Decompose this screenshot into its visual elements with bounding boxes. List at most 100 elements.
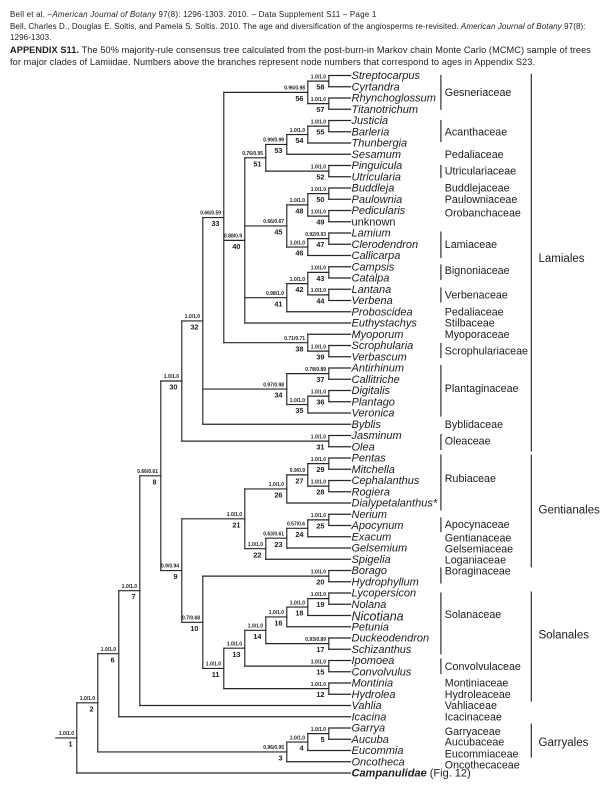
svg-text:1.0/1.0: 1.0/1.0 [311, 344, 327, 350]
svg-text:Spigelia: Spigelia [352, 554, 391, 566]
svg-text:1.0/1.0: 1.0/1.0 [59, 731, 75, 737]
svg-text:Dialypetalanthus*: Dialypetalanthus* [352, 498, 438, 510]
svg-text:1.0/1.0: 1.0/1.0 [290, 128, 306, 134]
svg-text:1.0/1.0: 1.0/1.0 [269, 610, 285, 616]
svg-text:Garrya: Garrya [352, 723, 386, 735]
svg-text:51: 51 [253, 159, 261, 168]
svg-text:50: 50 [316, 195, 324, 204]
svg-text:35: 35 [295, 406, 303, 415]
svg-text:1.0/1.0: 1.0/1.0 [311, 266, 327, 272]
svg-text:1.0/1.0: 1.0/1.0 [311, 434, 327, 440]
svg-text:Cyrtandra: Cyrtandra [352, 81, 400, 93]
svg-text:Orobanchaceae: Orobanchaceae [445, 208, 521, 220]
svg-text:Myoporum: Myoporum [352, 329, 404, 341]
svg-text:Icacinaceae: Icacinaceae [445, 711, 502, 723]
svg-text:Paulownia: Paulownia [352, 194, 403, 206]
svg-text:0.97/0.98: 0.97/0.98 [263, 382, 284, 388]
svg-text:36: 36 [316, 398, 324, 407]
svg-text:Barleria: Barleria [352, 126, 390, 138]
svg-text:Streptocarpus: Streptocarpus [352, 70, 421, 82]
svg-text:Garryales: Garryales [539, 737, 589, 749]
svg-text:Montiniaceae: Montiniaceae [445, 678, 509, 690]
svg-text:Eucommiaceae: Eucommiaceae [445, 748, 519, 760]
svg-text:43: 43 [316, 274, 324, 283]
svg-text:4: 4 [299, 744, 304, 753]
svg-text:Olea: Olea [352, 441, 375, 453]
svg-text:1.0/1.0: 1.0/1.0 [101, 647, 117, 653]
svg-text:1.0/1.0: 1.0/1.0 [185, 314, 201, 320]
svg-text:1: 1 [68, 740, 72, 749]
svg-text:0.76/0.95: 0.76/0.95 [242, 151, 263, 157]
svg-text:Montinia: Montinia [352, 678, 394, 690]
svg-text:Byblis: Byblis [352, 419, 382, 431]
svg-text:Pentas: Pentas [352, 453, 387, 465]
svg-text:Acanthaceae: Acanthaceae [445, 126, 507, 138]
svg-text:Solanaceae: Solanaceae [445, 609, 502, 621]
svg-text:Veronica: Veronica [352, 408, 395, 420]
svg-text:1.0/1.0: 1.0/1.0 [290, 240, 306, 246]
svg-text:1.0/1.0: 1.0/1.0 [248, 623, 264, 629]
svg-text:1.0/1.0: 1.0/1.0 [290, 277, 306, 283]
svg-text:Rhynchoglossum: Rhynchoglossum [352, 93, 436, 105]
svg-text:17: 17 [316, 645, 324, 654]
svg-text:Convolvulaceae: Convolvulaceae [445, 661, 521, 673]
svg-text:10: 10 [190, 624, 198, 633]
svg-text:48: 48 [295, 206, 303, 215]
svg-text:Plantago: Plantago [352, 396, 395, 408]
svg-text:1.0/1.0: 1.0/1.0 [311, 479, 327, 485]
svg-text:Vahliaceae: Vahliaceae [445, 700, 497, 712]
svg-text:0.96/0.98: 0.96/0.98 [284, 86, 305, 92]
svg-text:53: 53 [274, 146, 282, 155]
svg-text:Gelsemiaceae: Gelsemiaceae [445, 544, 513, 556]
svg-text:Boraginaceae: Boraginaceae [445, 566, 511, 578]
svg-text:Proboscidea: Proboscidea [352, 306, 413, 318]
svg-text:1.0/1.0: 1.0/1.0 [311, 164, 327, 170]
svg-text:1.0/1.0: 1.0/1.0 [80, 696, 96, 702]
svg-text:13: 13 [232, 650, 240, 659]
svg-text:3: 3 [278, 754, 282, 763]
svg-text:38: 38 [295, 344, 303, 353]
svg-text:31: 31 [316, 443, 324, 452]
svg-text:1.0/1.0: 1.0/1.0 [311, 288, 327, 294]
svg-text:Sesamum: Sesamum [352, 149, 402, 161]
svg-text:29: 29 [316, 465, 324, 474]
svg-text:1.0/1.0: 1.0/1.0 [290, 398, 306, 404]
svg-text:1.0/1.0: 1.0/1.0 [311, 457, 327, 463]
svg-text:39: 39 [316, 353, 324, 362]
svg-text:1.0/1.0: 1.0/1.0 [311, 659, 327, 665]
svg-text:34: 34 [274, 391, 283, 400]
svg-text:Bignoniaceae: Bignoniaceae [445, 265, 510, 277]
svg-text:Rogiera: Rogiera [352, 486, 391, 498]
svg-text:Aucuba: Aucuba [351, 734, 389, 746]
svg-text:24: 24 [295, 530, 304, 539]
svg-text:26: 26 [274, 491, 282, 500]
svg-text:Apocynaceae: Apocynaceae [445, 519, 510, 531]
svg-text:1.0/1.0: 1.0/1.0 [311, 209, 327, 215]
svg-text:Gentianaceae: Gentianaceae [445, 532, 512, 544]
svg-text:33: 33 [211, 219, 219, 228]
svg-text:0.7/0.68: 0.7/0.68 [182, 615, 200, 621]
svg-text:Duckeodendron: Duckeodendron [352, 633, 430, 645]
svg-text:0.66/0.67: 0.66/0.67 [263, 219, 284, 225]
svg-text:57: 57 [316, 105, 324, 114]
svg-text:27: 27 [295, 476, 303, 485]
svg-text:Campsis: Campsis [352, 261, 395, 273]
svg-text:0.9/0.94: 0.9/0.94 [161, 564, 179, 570]
svg-text:Borago: Borago [352, 565, 387, 577]
svg-text:40: 40 [232, 242, 240, 251]
svg-text:1.0/1.0: 1.0/1.0 [269, 482, 285, 488]
svg-text:Utricularia: Utricularia [352, 171, 402, 183]
svg-text:32: 32 [190, 322, 198, 331]
svg-text:0.57/0.6: 0.57/0.6 [287, 522, 305, 528]
svg-text:7: 7 [131, 592, 135, 601]
svg-text:unknown: unknown [352, 216, 396, 228]
svg-text:1.0/1.0: 1.0/1.0 [311, 119, 327, 125]
svg-text:Hydrolea: Hydrolea [352, 689, 396, 701]
svg-text:Garryaceae: Garryaceae [445, 726, 501, 738]
svg-text:42: 42 [295, 285, 303, 294]
svg-text:Eucommia: Eucommia [352, 745, 404, 757]
svg-text:Exacum: Exacum [352, 531, 392, 543]
svg-text:Petunia: Petunia [352, 621, 389, 633]
svg-text:0.93/0.89: 0.93/0.89 [305, 637, 326, 643]
svg-text:21: 21 [232, 520, 240, 529]
